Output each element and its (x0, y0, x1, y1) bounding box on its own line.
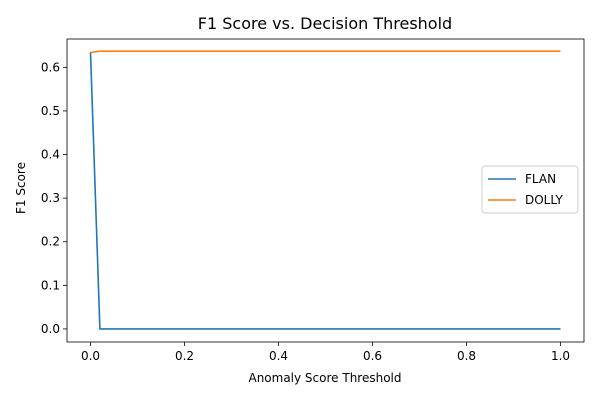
x-tick-label: 0.6 (363, 349, 382, 363)
legend-box (481, 165, 579, 214)
x-tick-label: 1.0 (551, 349, 570, 363)
series-line-dolly (90, 50, 561, 54)
y-axis-label: F1 Score (14, 162, 28, 214)
x-axis-label: Anomaly Score Threshold (248, 371, 401, 385)
x-axis: 0.0 0.2 0.4 0.6 0.8 1.0 (81, 342, 570, 363)
plot-frame (66, 38, 585, 343)
y-tick-label: 0.6 (41, 60, 60, 74)
y-tick-label: 0.5 (41, 104, 60, 118)
y-tick-label: 0.0 (41, 322, 60, 336)
plot-area (66, 38, 585, 343)
y-tick-label: 0.4 (41, 148, 60, 162)
y-axis: 0.0 0.1 0.2 0.3 0.4 0.5 0.6 (41, 60, 67, 336)
legend: FLAN DOLLY (481, 165, 579, 214)
x-tick-label: 0.4 (269, 349, 288, 363)
series-layer (89, 50, 561, 330)
chart-title: F1 Score vs. Decision Threshold (198, 14, 452, 33)
legend-label: FLAN (525, 172, 556, 186)
x-tick-label: 0.0 (81, 349, 100, 363)
x-tick-label: 0.8 (457, 349, 476, 363)
series-line-flan (89, 52, 561, 330)
legend-label: DOLLY (525, 193, 563, 207)
y-tick-label: 0.2 (41, 235, 60, 249)
y-tick-label: 0.1 (41, 278, 60, 292)
x-tick-label: 0.2 (175, 349, 194, 363)
y-tick-label: 0.3 (41, 191, 60, 205)
